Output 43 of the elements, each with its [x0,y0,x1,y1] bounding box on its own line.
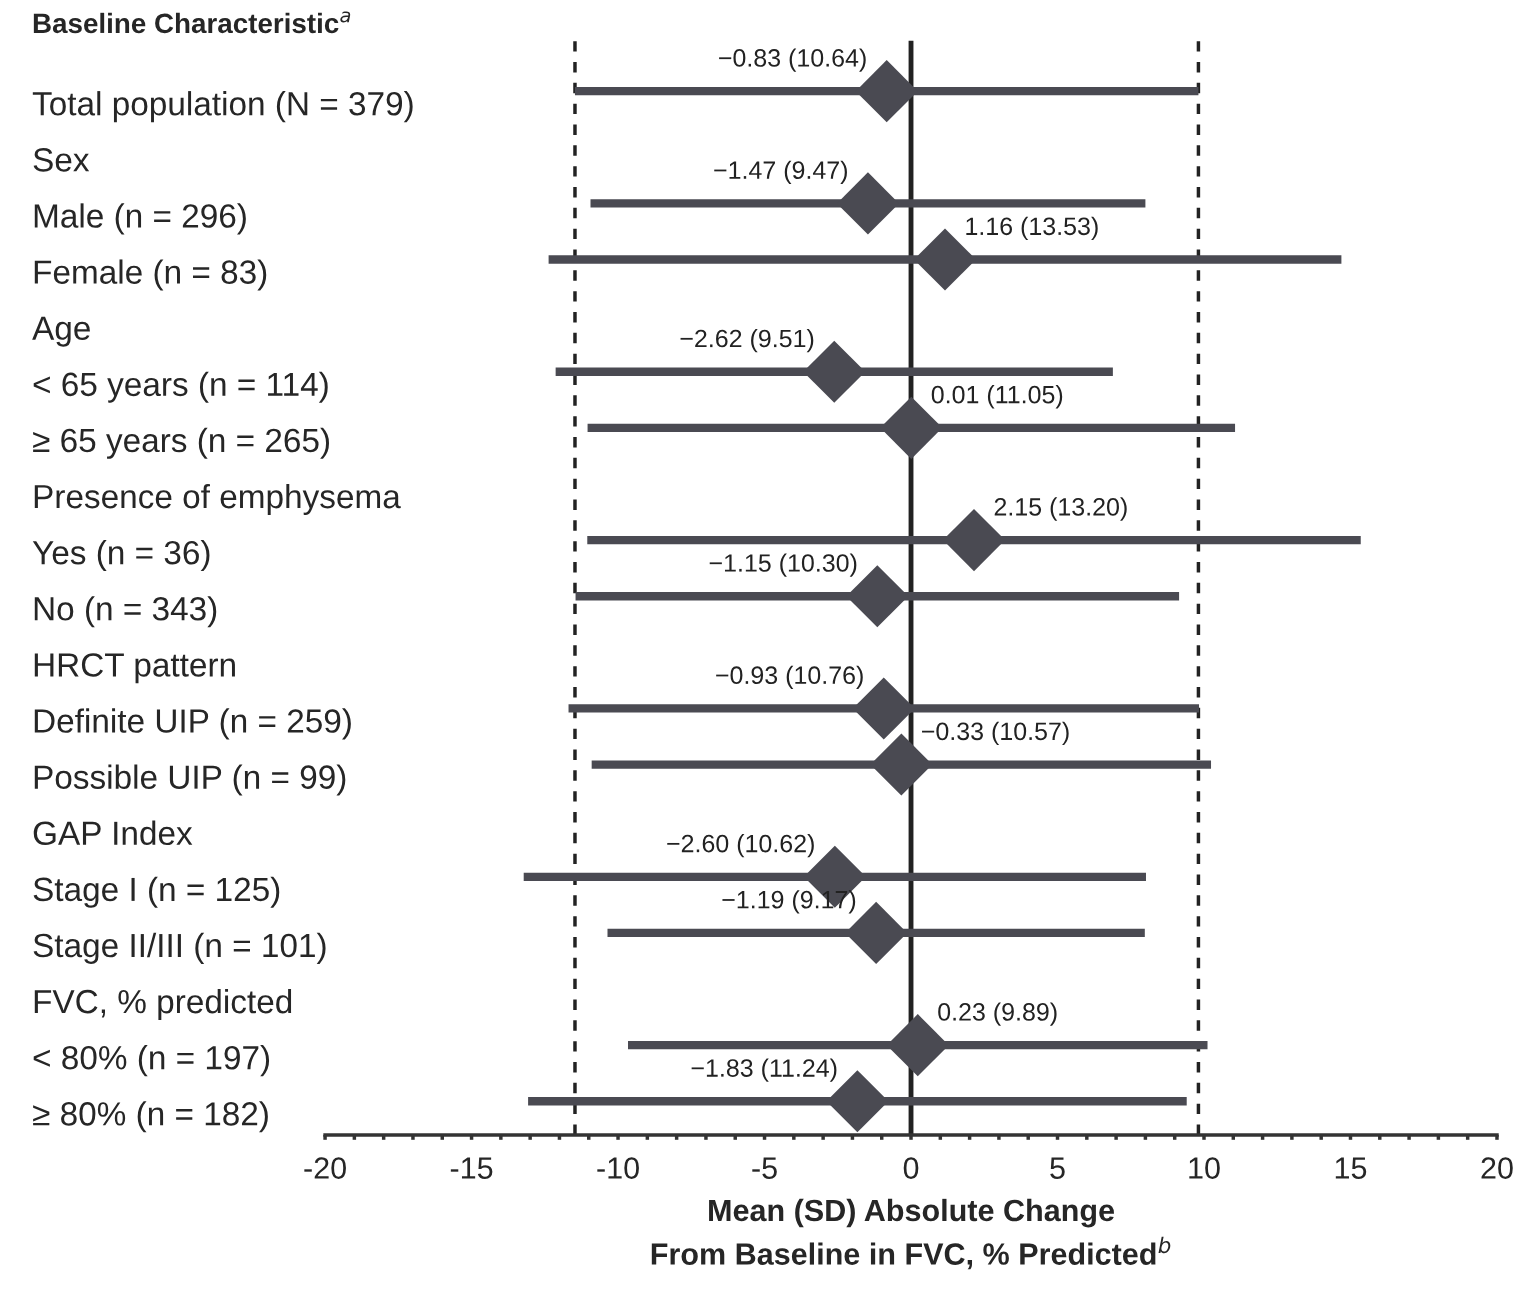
y-tick-label: Yes (n = 36) [32,540,210,572]
y-tick-label: Definite UIP (n = 259) [34,708,351,740]
data-label: −1.15 (10.30) [709,553,857,577]
x-tick-label: 15 [1335,1157,1367,1179]
y-tick-label: ≥ 65 years (n = 265) [33,427,329,459]
data-label: 0.01 (11.05) [931,385,1063,409]
y-tick-label: Stage II/III (n = 101) [33,932,326,964]
y-tick-label: Presence of emphysema [34,483,401,515]
y-tick-label: HRCT pattern [34,653,235,684]
x-tick-label: 10 [1189,1157,1220,1179]
x-tick-label: 5 [1050,1157,1065,1179]
x-tick-label: -15 [450,1157,493,1179]
y-tick-label: < 80% (n = 197) [33,1045,270,1077]
x-tick-label: -10 [597,1157,639,1179]
x-tick-label: 0 [903,1157,919,1179]
data-label: −0.93 (10.76) [716,665,863,689]
y-tick-label: FVC, % predicted [34,988,292,1021]
y-tick-label: ≥ 80% (n = 182) [33,1101,268,1133]
x-tick-label: 20 [1481,1157,1513,1179]
x-tick-label: -20 [304,1157,346,1179]
y-tick-label: Possible UIP (n = 99) [34,764,346,796]
data-label: −2.62 (9.51) [680,329,814,353]
data-label: 0.23 (9.89) [938,1002,1057,1026]
y-tick-label: Age [32,316,90,347]
data-label: 2.15 (13.20) [994,497,1127,521]
data-label: −1.19 (9.17) [722,890,856,914]
x-axis-title: Mean (SD) Absolute Change From Baseline in FVC, % Predicted$^{b}$ [651,1198,1171,1270]
y-tick-label: No (n = 343) [34,596,217,628]
y-tick-label: GAP Index [33,820,193,846]
x-tick-label: -5 [752,1157,777,1179]
data-label: −1.47 (9.47) [714,160,847,184]
data-label: −2.60 (10.62) [667,834,814,858]
y-tick-label: Sex [33,148,90,172]
data-label: −0.33 (10.57) [922,721,1069,746]
y-tick-label: Male (n = 296) [34,203,246,235]
y-tick-label: Total population (N = 379) [32,91,413,123]
y-tick-label: Stage I (n = 125) [33,876,280,908]
y-tick-label: Female (n = 83) [34,259,267,291]
chart-title: Baseline Characteristic$^{a}$ [33,11,351,34]
data-label: 1.16 (13.53) [966,216,1098,241]
data-label: −1.83 (11.24) [691,1058,837,1082]
data-label: −0.83 (10.64) [719,48,866,72]
y-tick-label: < 65 years (n = 114) [33,371,328,403]
